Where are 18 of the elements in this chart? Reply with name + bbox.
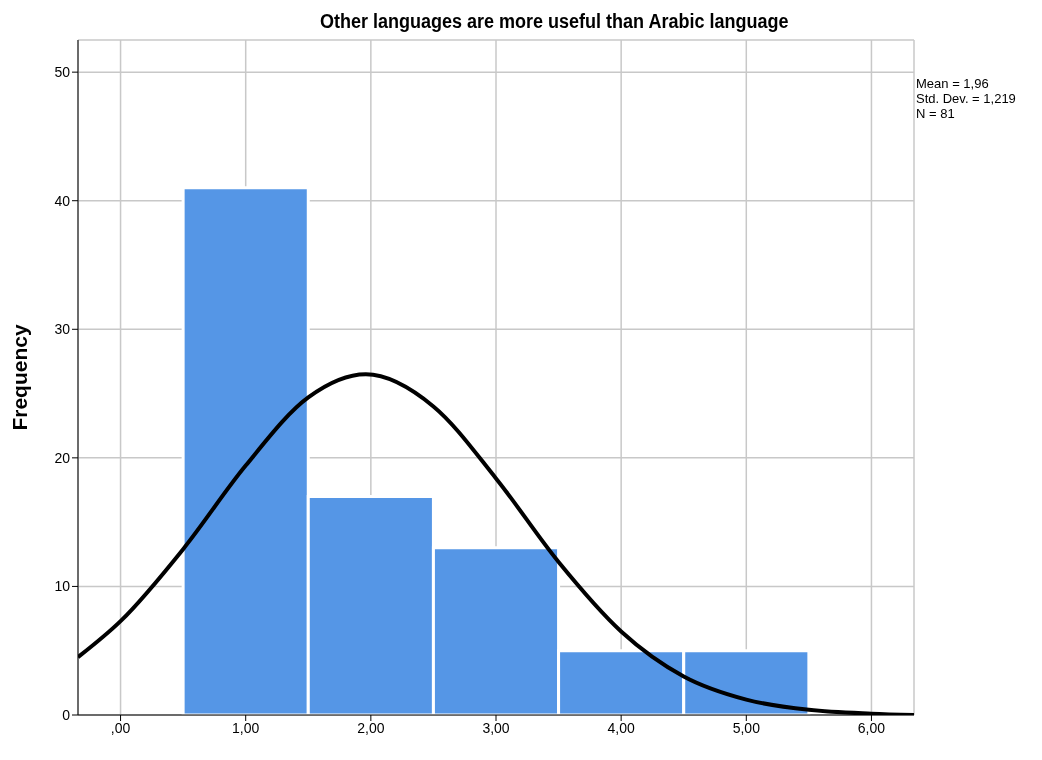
y-tick-label: 40 (54, 192, 71, 209)
x-tick-label: 2,00 (357, 719, 385, 736)
text: Mean = 1,96 (916, 76, 990, 91)
text: N = 81 (916, 106, 956, 121)
x-tick-label: 4,00 (607, 719, 635, 736)
x-tick-label: 5,00 (732, 719, 761, 736)
x-tick-label: 6,00 (857, 719, 886, 736)
chart-title: Other languages are more useful than Arabic language (318, 10, 790, 33)
y-tick-label: 0 (62, 706, 71, 723)
y-axis-title: Frequency (8, 324, 32, 431)
x-tick-label: ,00 (110, 719, 131, 736)
y-tick-label: 50 (54, 64, 71, 81)
y-tick-label: 20 (54, 449, 71, 466)
y-tick-label: 10 (54, 578, 71, 595)
y-tick-label: 30 (54, 321, 71, 338)
x-tick-label: 1,00 (232, 719, 260, 736)
x-tick-label: 3,00 (482, 719, 510, 736)
text: Std. Dev. = 1,219 (916, 91, 1016, 106)
